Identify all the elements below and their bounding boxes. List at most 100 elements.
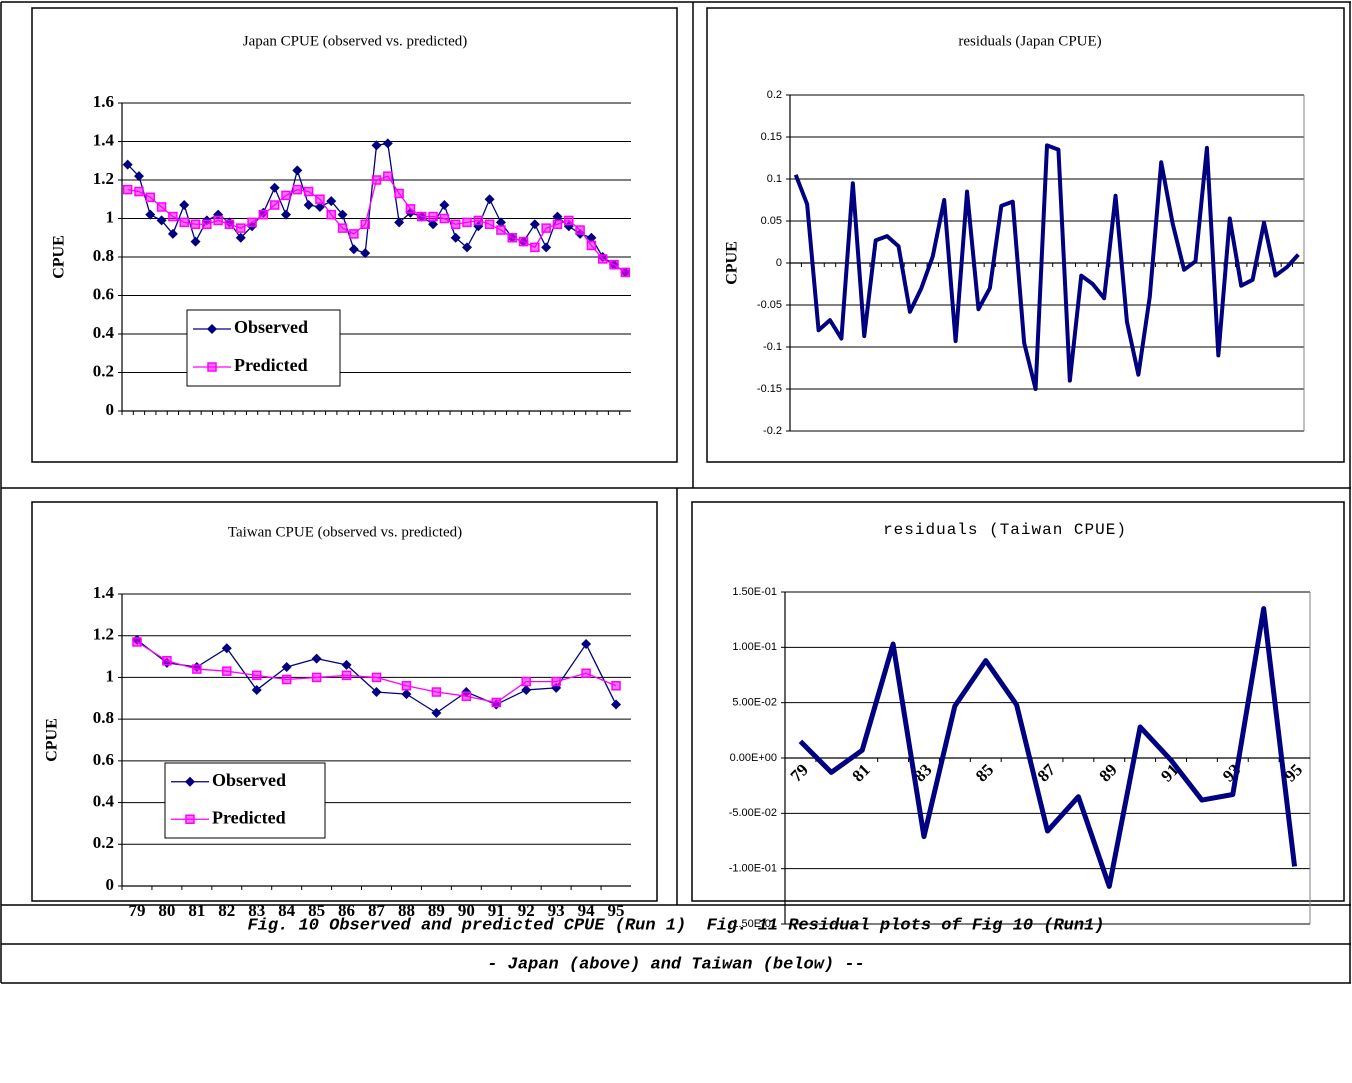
marker <box>292 165 303 176</box>
y-tick-label: 1.00E-01 <box>732 641 777 653</box>
marker <box>207 362 217 372</box>
marker <box>431 707 442 718</box>
x-tick-label: 80 <box>158 901 175 920</box>
marker <box>348 244 359 255</box>
marker <box>382 138 393 149</box>
y-axis-title: CPUE <box>51 235 68 279</box>
marker <box>541 242 552 253</box>
marker <box>431 687 442 697</box>
marker <box>428 219 439 230</box>
y-tick-label: -1.50E-01 <box>729 918 777 930</box>
marker <box>341 670 352 681</box>
marker <box>122 184 133 195</box>
marker <box>224 219 235 230</box>
marker <box>529 219 540 230</box>
legend-label: Predicted <box>212 807 286 827</box>
marker <box>360 219 370 230</box>
y-tick-label: 0.2 <box>93 361 114 380</box>
marker <box>303 200 314 211</box>
marker <box>371 140 382 151</box>
marker <box>552 219 563 230</box>
y-tick-label: -0.1 <box>763 341 782 353</box>
marker <box>251 670 262 681</box>
marker <box>236 223 246 233</box>
marker <box>162 655 172 666</box>
marker <box>132 637 142 647</box>
marker <box>552 211 563 222</box>
legend-label: Observed <box>234 317 308 337</box>
chart: residuals (Japan CPUE) CPUE -0.2 -0.15 -0.1 -… <box>706 7 1345 463</box>
chart-box <box>31 501 658 902</box>
marker <box>439 213 450 224</box>
marker <box>326 209 337 220</box>
marker <box>133 171 144 182</box>
y-tick-label: 0.05 <box>761 215 782 227</box>
y-tick-label: -0.15 <box>757 383 782 395</box>
y-tick-label: 0.15 <box>761 131 782 143</box>
marker <box>428 211 438 222</box>
marker <box>462 217 472 228</box>
marker <box>156 202 167 212</box>
y-tick-label: 0.2 <box>93 833 114 852</box>
marker <box>518 236 529 247</box>
marker <box>337 209 348 220</box>
marker <box>179 200 190 211</box>
marker <box>611 699 622 710</box>
marker <box>314 201 325 212</box>
marker <box>221 643 232 654</box>
marker <box>484 194 495 205</box>
y-tick-label: 0 <box>776 257 782 269</box>
y-axis-title: CPUE <box>44 718 61 762</box>
marker <box>450 232 461 243</box>
frame <box>0 1 1351 984</box>
marker <box>495 217 506 228</box>
x-tick-label: 86 <box>338 901 355 920</box>
y-tick-label: 0.4 <box>93 791 115 810</box>
y-tick-label: 0.2 <box>767 89 782 101</box>
marker <box>473 215 484 226</box>
x-tick-label: 91 <box>488 901 505 920</box>
marker <box>609 259 619 270</box>
chart-title: Taiwan CPUE (observed vs. predicted) <box>228 524 462 540</box>
marker <box>507 233 517 243</box>
y-tick-label: 0.8 <box>93 708 114 727</box>
marker <box>564 215 574 226</box>
x-tick-label: 85 <box>308 901 325 920</box>
marker <box>185 776 195 787</box>
marker <box>269 182 280 193</box>
marker <box>394 217 405 228</box>
x-tick-label: 82 <box>218 901 235 920</box>
marker <box>281 662 292 672</box>
marker <box>484 219 495 230</box>
marker <box>586 232 597 243</box>
x-tick-label: 95 <box>608 901 625 920</box>
marker <box>416 211 427 222</box>
marker <box>360 248 371 259</box>
y-tick-label: 0.00E+00 <box>730 752 777 764</box>
legend-box <box>164 762 326 839</box>
series-line <box>793 143 1300 391</box>
chart-title: Japan CPUE (observed vs. predicted) <box>243 33 468 49</box>
marker <box>145 192 156 203</box>
y-tick-label: 1.4 <box>93 130 115 149</box>
x-tick-label: 92 <box>518 901 535 920</box>
series-line <box>798 606 1298 889</box>
y-tick-label: 1 <box>106 207 115 226</box>
marker <box>251 684 262 695</box>
legend-label: Observed <box>212 770 286 790</box>
marker <box>450 219 461 230</box>
x-tick-label: 93 <box>548 901 565 920</box>
y-tick-label: -0.05 <box>757 299 782 311</box>
marker <box>337 223 348 233</box>
marker <box>247 217 257 228</box>
marker <box>371 175 382 185</box>
marker <box>461 691 472 701</box>
legend-box <box>186 309 341 387</box>
marker <box>311 653 322 664</box>
marker <box>521 684 532 695</box>
y-tick-label: 1 <box>106 666 115 685</box>
y-tick-label: -1.00E-01 <box>729 863 777 875</box>
marker <box>303 186 314 197</box>
x-tick-label: 83 <box>248 901 265 920</box>
